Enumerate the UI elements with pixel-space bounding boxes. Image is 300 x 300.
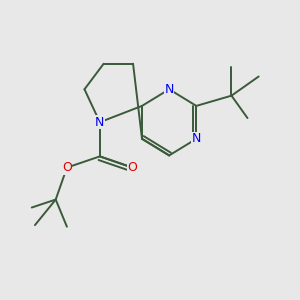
Text: O: O	[62, 161, 72, 174]
Text: N: N	[95, 116, 104, 129]
Text: N: N	[192, 132, 201, 145]
Text: O: O	[128, 161, 137, 174]
Text: N: N	[164, 83, 174, 96]
